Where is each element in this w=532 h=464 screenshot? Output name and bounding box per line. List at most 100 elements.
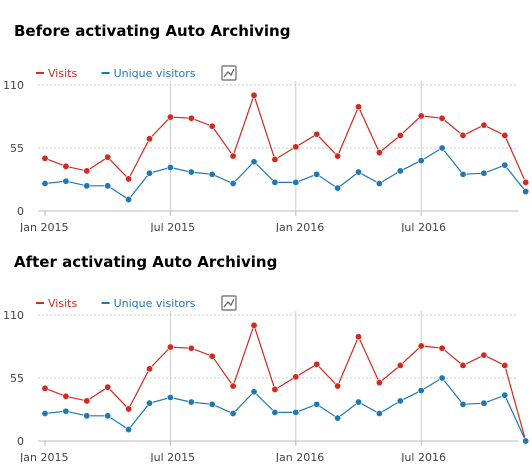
data-point-visits[interactable] <box>459 131 467 139</box>
data-point-unique-visitors[interactable] <box>62 177 70 185</box>
data-point-unique-visitors[interactable] <box>104 182 112 190</box>
data-point-unique-visitors[interactable] <box>417 387 425 395</box>
data-point-visits[interactable] <box>208 352 216 360</box>
data-point-visits[interactable] <box>166 113 174 121</box>
data-point-unique-visitors[interactable] <box>62 407 70 415</box>
data-point-visits[interactable] <box>396 131 404 139</box>
data-point-visits[interactable] <box>480 351 488 359</box>
data-point-unique-visitors[interactable] <box>501 391 509 399</box>
data-point-unique-visitors[interactable] <box>459 400 467 408</box>
data-point-unique-visitors[interactable] <box>354 398 362 406</box>
legend-item-visits[interactable]: Visits <box>36 67 77 80</box>
data-point-unique-visitors[interactable] <box>354 168 362 176</box>
data-point-unique-visitors[interactable] <box>229 180 237 188</box>
line-chart-icon[interactable] <box>221 65 237 81</box>
data-point-unique-visitors[interactable] <box>125 426 133 434</box>
data-point-unique-visitors[interactable] <box>375 180 383 188</box>
data-point-unique-visitors[interactable] <box>396 167 404 175</box>
line-chart-icon[interactable] <box>221 295 237 311</box>
data-point-visits[interactable] <box>146 365 154 373</box>
data-point-unique-visitors[interactable] <box>334 184 342 192</box>
data-point-visits[interactable] <box>501 131 509 139</box>
data-point-unique-visitors[interactable] <box>229 410 237 418</box>
data-point-unique-visitors[interactable] <box>125 196 133 204</box>
data-point-unique-visitors[interactable] <box>250 388 258 396</box>
data-point-unique-visitors[interactable] <box>292 178 300 186</box>
data-point-visits[interactable] <box>41 154 49 162</box>
data-point-visits[interactable] <box>83 167 91 175</box>
data-point-visits[interactable] <box>501 361 509 369</box>
data-point-unique-visitors[interactable] <box>83 412 91 420</box>
data-point-unique-visitors[interactable] <box>187 168 195 176</box>
data-point-visits[interactable] <box>438 114 446 122</box>
data-point-visits[interactable] <box>187 344 195 352</box>
data-point-visits[interactable] <box>104 153 112 161</box>
data-point-visits[interactable] <box>208 122 216 130</box>
data-point-unique-visitors[interactable] <box>501 161 509 169</box>
data-point-visits[interactable] <box>417 112 425 120</box>
data-point-visits[interactable] <box>104 383 112 391</box>
data-point-unique-visitors[interactable] <box>396 397 404 405</box>
data-point-visits[interactable] <box>271 155 279 163</box>
data-point-visits[interactable] <box>375 379 383 387</box>
data-point-visits[interactable] <box>271 385 279 393</box>
data-point-unique-visitors[interactable] <box>334 414 342 422</box>
data-point-unique-visitors[interactable] <box>104 412 112 420</box>
data-point-visits[interactable] <box>83 397 91 405</box>
legend-item-unique-visitors[interactable]: Unique visitors <box>101 297 196 310</box>
data-point-visits[interactable] <box>250 91 258 99</box>
data-point-visits[interactable] <box>41 384 49 392</box>
data-point-visits[interactable] <box>292 373 300 381</box>
data-point-visits[interactable] <box>146 135 154 143</box>
data-point-unique-visitors[interactable] <box>417 157 425 165</box>
data-point-visits[interactable] <box>229 382 237 390</box>
data-point-unique-visitors[interactable] <box>146 399 154 407</box>
data-point-unique-visitors[interactable] <box>250 158 258 166</box>
data-point-unique-visitors[interactable] <box>480 399 488 407</box>
data-point-visits[interactable] <box>62 162 70 170</box>
data-point-unique-visitors[interactable] <box>187 398 195 406</box>
data-point-unique-visitors[interactable] <box>208 170 216 178</box>
data-point-unique-visitors[interactable] <box>438 144 446 152</box>
data-point-unique-visitors[interactable] <box>271 408 279 416</box>
data-point-unique-visitors[interactable] <box>41 180 49 188</box>
data-point-visits[interactable] <box>438 344 446 352</box>
data-point-unique-visitors[interactable] <box>208 400 216 408</box>
data-point-visits[interactable] <box>417 342 425 350</box>
data-point-visits[interactable] <box>229 152 237 160</box>
data-point-visits[interactable] <box>354 103 362 111</box>
data-point-unique-visitors[interactable] <box>522 188 530 196</box>
data-point-visits[interactable] <box>292 143 300 151</box>
data-point-unique-visitors[interactable] <box>438 374 446 382</box>
data-point-unique-visitors[interactable] <box>271 178 279 186</box>
data-point-unique-visitors[interactable] <box>166 163 174 171</box>
data-point-visits[interactable] <box>354 333 362 341</box>
data-point-unique-visitors[interactable] <box>522 437 530 445</box>
data-point-unique-visitors[interactable] <box>292 408 300 416</box>
data-point-visits[interactable] <box>166 343 174 351</box>
data-point-visits[interactable] <box>396 361 404 369</box>
legend-item-unique-visitors[interactable]: Unique visitors <box>101 67 196 80</box>
data-point-visits[interactable] <box>250 321 258 329</box>
data-point-visits[interactable] <box>522 178 530 186</box>
data-point-visits[interactable] <box>125 175 133 183</box>
data-point-unique-visitors[interactable] <box>83 182 91 190</box>
data-point-unique-visitors[interactable] <box>459 170 467 178</box>
data-point-visits[interactable] <box>313 130 321 138</box>
data-point-visits[interactable] <box>375 149 383 157</box>
data-point-visits[interactable] <box>125 405 133 413</box>
data-point-visits[interactable] <box>187 114 195 122</box>
data-point-unique-visitors[interactable] <box>313 400 321 408</box>
data-point-visits[interactable] <box>62 392 70 400</box>
data-point-unique-visitors[interactable] <box>313 170 321 178</box>
data-point-unique-visitors[interactable] <box>375 410 383 418</box>
data-point-visits[interactable] <box>313 360 321 368</box>
data-point-visits[interactable] <box>334 382 342 390</box>
data-point-visits[interactable] <box>334 152 342 160</box>
data-point-unique-visitors[interactable] <box>41 410 49 418</box>
data-point-unique-visitors[interactable] <box>166 393 174 401</box>
data-point-visits[interactable] <box>459 361 467 369</box>
data-point-unique-visitors[interactable] <box>146 169 154 177</box>
legend-item-visits[interactable]: Visits <box>36 297 77 310</box>
data-point-unique-visitors[interactable] <box>480 169 488 177</box>
